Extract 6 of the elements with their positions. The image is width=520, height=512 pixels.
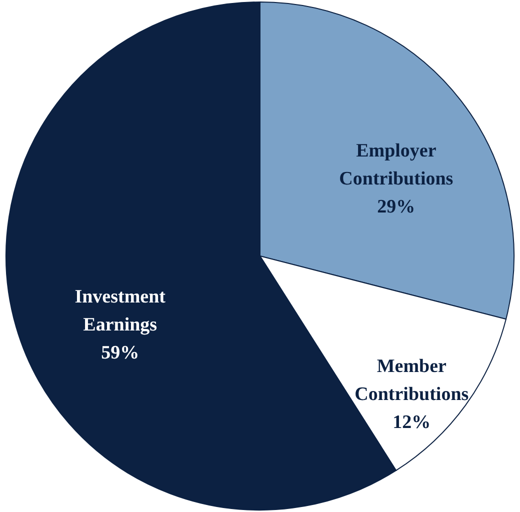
slice-label: Investment Earnings [74,286,166,336]
data-label: 29% [377,196,416,218]
data-label: 12% [392,412,431,434]
slice-label: Employer Contributions [339,140,454,190]
data-label: 59% [101,342,140,364]
slice-label: Member Contributions [354,356,469,406]
